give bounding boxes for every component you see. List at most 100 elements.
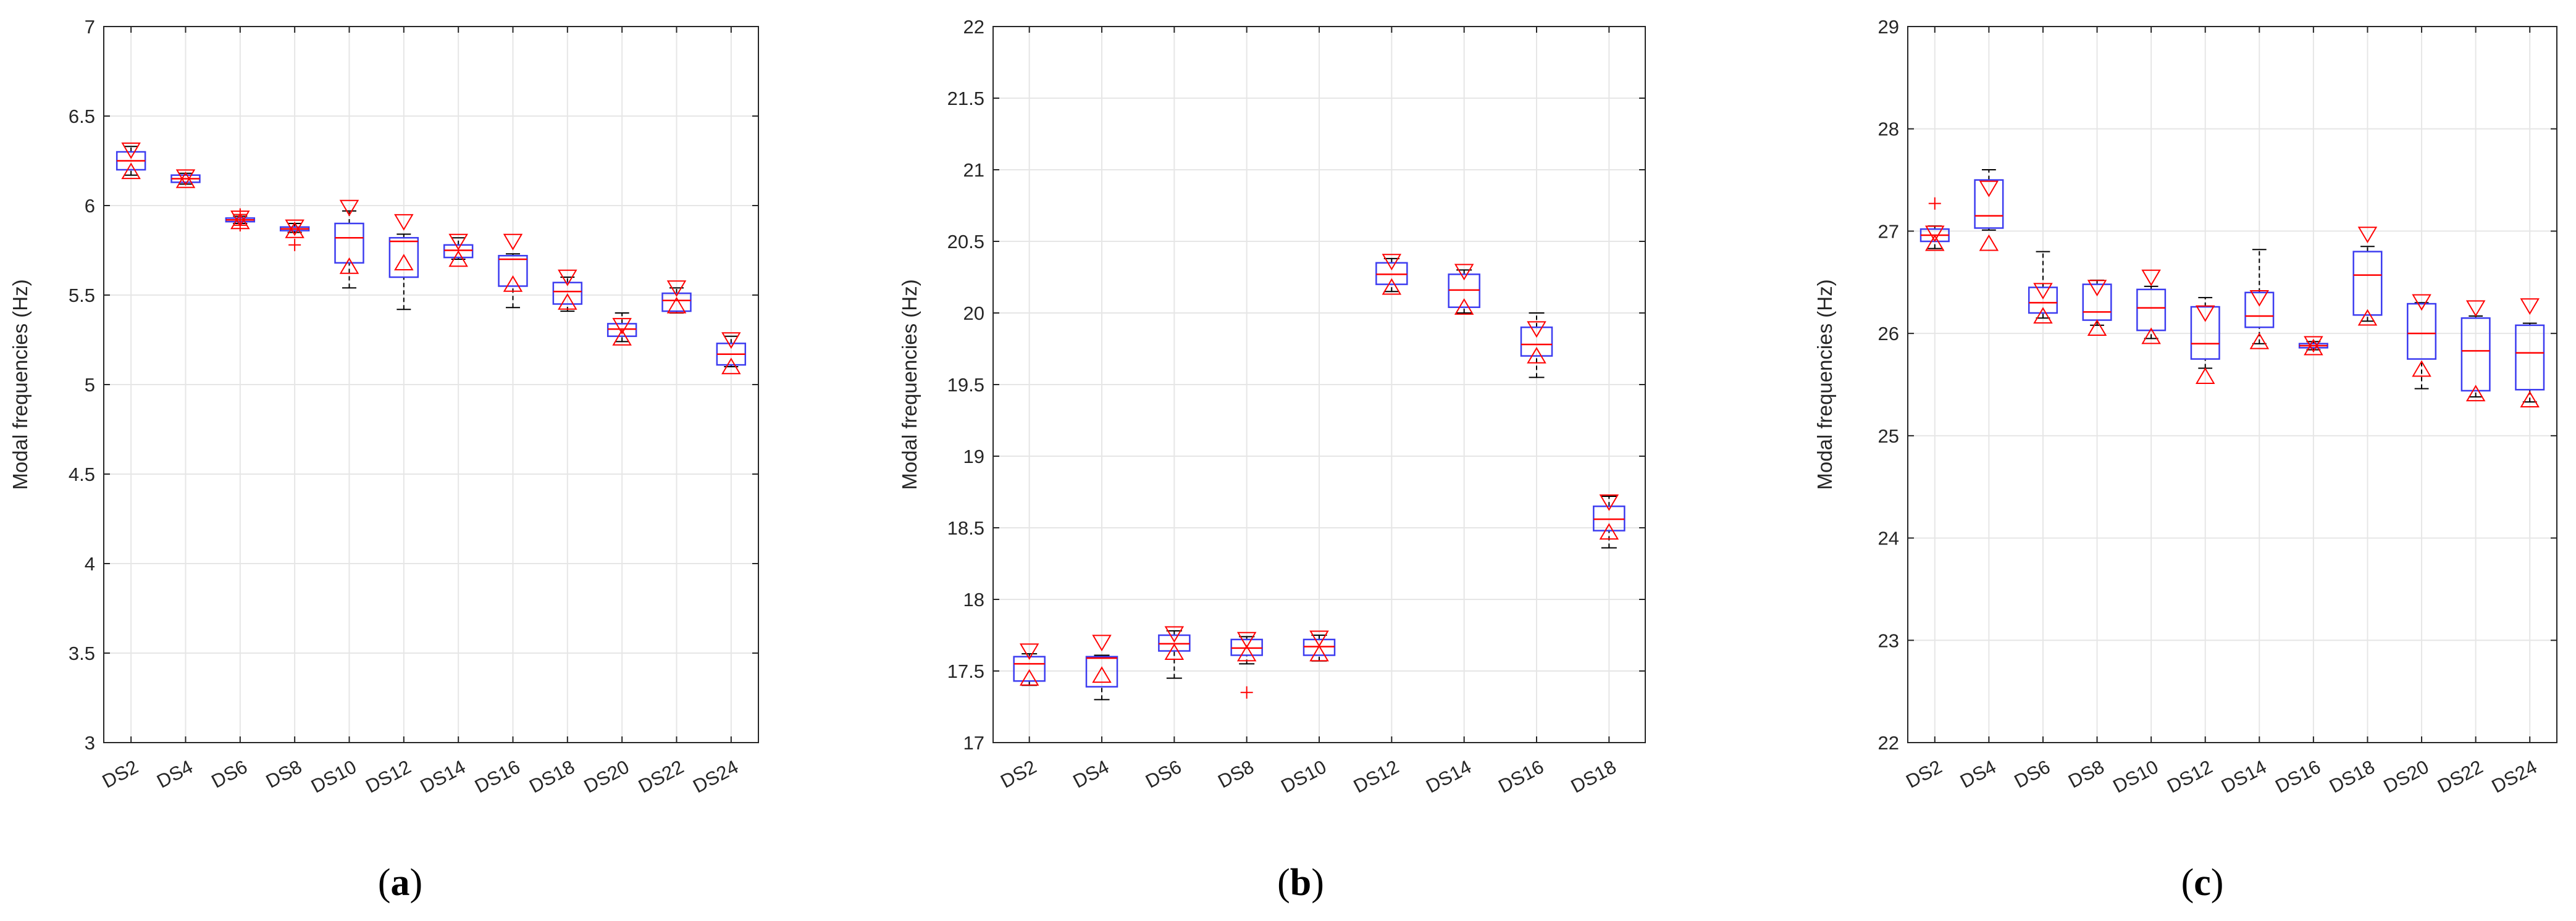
y-tick-label: 26 — [1878, 323, 1899, 344]
up-triangle-marker — [666, 296, 687, 314]
y-tick-label: 6 — [85, 195, 95, 217]
panel-label-close-paren: ) — [2211, 862, 2224, 904]
box-DS12 — [388, 214, 419, 310]
up-triangle-marker — [2465, 385, 2486, 402]
iqr-box — [498, 254, 528, 287]
up-triangle-marker — [2087, 319, 2107, 336]
down-triangle-marker — [1382, 254, 1402, 271]
iqr-box — [2515, 324, 2545, 391]
up-triangle-marker — [1925, 234, 1945, 251]
box-DS2 — [1919, 197, 1950, 251]
iqr-box — [1013, 656, 1046, 682]
up-triangle-marker — [1164, 643, 1185, 661]
up-triangle-marker — [121, 162, 141, 180]
y-tick-label: 3 — [85, 732, 95, 754]
box-DS4 — [1085, 635, 1118, 701]
down-triangle-marker — [2357, 227, 2378, 243]
box-DS18 — [1593, 494, 1626, 549]
y-tick-label: 17.5 — [947, 661, 984, 682]
box-DS18 — [2352, 227, 2383, 326]
down-triangle-marker — [2141, 269, 2161, 286]
up-triangle-marker — [1236, 644, 1257, 662]
box-DS16 — [2298, 336, 2328, 356]
y-tick-label: 27 — [1878, 220, 1899, 242]
iqr-box — [334, 222, 364, 264]
y-tick-label: 21 — [963, 159, 984, 181]
iqr-box — [661, 292, 692, 312]
y-tick-label: 5.5 — [69, 285, 95, 306]
up-triangle-marker — [1309, 644, 1329, 662]
box-DS24 — [716, 332, 747, 375]
y-tick-label: 22 — [1878, 732, 1899, 754]
y-tick-label: 21.5 — [947, 88, 984, 109]
down-triangle-marker — [121, 142, 141, 159]
box-DS16 — [498, 233, 528, 309]
box-DS16 — [1520, 312, 1553, 378]
iqr-box — [1520, 326, 1553, 357]
box-DS18 — [552, 269, 583, 312]
down-triangle-marker — [2412, 294, 2431, 311]
down-triangle-marker — [1925, 225, 1945, 243]
y-tick-label: 23 — [1878, 630, 1899, 651]
y-axis-label: Modal frequencies (Hz) — [898, 279, 921, 490]
down-triangle-marker — [503, 233, 523, 251]
iqr-box — [2190, 306, 2220, 360]
box-DS4 — [1974, 169, 2004, 251]
up-triangle-marker — [1382, 278, 1402, 295]
up-triangle-marker — [2141, 327, 2161, 344]
iqr-box — [552, 281, 583, 305]
up-triangle-marker — [612, 329, 632, 346]
up-triangle-marker — [339, 257, 359, 274]
up-triangle-marker — [285, 222, 304, 238]
down-triangle-marker — [1527, 321, 1546, 338]
down-triangle-marker — [1164, 626, 1185, 643]
up-triangle-marker — [2249, 332, 2270, 349]
y-tick-label: 6.5 — [69, 106, 95, 127]
down-triangle-marker — [2520, 298, 2540, 315]
up-triangle-marker — [1979, 234, 1999, 251]
axes-frame — [992, 26, 1646, 743]
axes-frame — [1907, 26, 2557, 743]
y-tick-label: 18.5 — [947, 517, 984, 539]
up-triangle-marker — [558, 293, 577, 310]
y-tick-label: 17 — [963, 732, 984, 754]
up-triangle-marker — [721, 357, 741, 375]
down-triangle-marker — [2087, 280, 2107, 297]
up-triangle-marker — [1092, 666, 1112, 683]
iqr-box — [2028, 286, 2058, 314]
iqr-box — [1974, 179, 2004, 229]
panel-label-letter: a — [391, 862, 410, 904]
down-triangle-marker — [285, 219, 304, 236]
y-axis-label: Modal frequencies (Hz) — [1813, 279, 1836, 490]
plot-area — [1908, 27, 2557, 743]
iqr-box — [2136, 288, 2167, 331]
up-triangle-marker — [2412, 360, 2431, 377]
panel-label: (b) — [1277, 862, 1324, 904]
y-tick-label: 28 — [1878, 119, 1899, 140]
down-triangle-marker — [1454, 264, 1474, 281]
down-triangle-marker — [721, 332, 741, 349]
up-triangle-marker — [2033, 307, 2053, 324]
panel-label-close-paren: ) — [1311, 862, 1324, 904]
up-triangle-marker — [1599, 523, 1619, 540]
up-triangle-marker — [2357, 309, 2378, 326]
down-triangle-marker — [2465, 300, 2486, 317]
box-DS6 — [225, 208, 256, 231]
box-DS6 — [2028, 251, 2058, 324]
box-DS10 — [2136, 269, 2167, 344]
panel-label-letter: c — [2194, 862, 2211, 904]
up-triangle-marker — [175, 171, 196, 188]
down-triangle-marker — [2249, 290, 2270, 307]
y-tick-label: 29 — [1878, 16, 1899, 38]
iqr-box — [388, 236, 419, 278]
box-DS6 — [1158, 626, 1191, 679]
y-tick-label: 4 — [85, 553, 95, 575]
box-DS12 — [1375, 254, 1408, 295]
down-triangle-marker — [1599, 494, 1619, 511]
y-tick-label: 5 — [85, 374, 95, 396]
y-tick-label: 19.5 — [947, 374, 984, 396]
up-triangle-marker — [2195, 367, 2215, 384]
y-tick-label: 4.5 — [69, 464, 95, 485]
y-tick-label: 3.5 — [69, 643, 95, 664]
